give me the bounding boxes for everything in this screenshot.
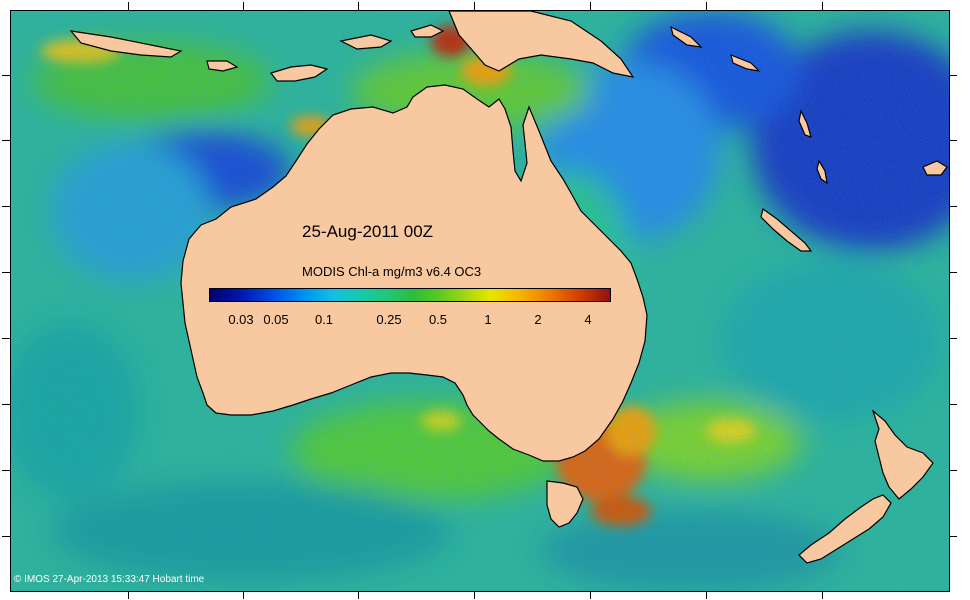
fiji-islands xyxy=(922,160,948,176)
frame-tick xyxy=(949,338,957,339)
colorbar-tick-label: 1 xyxy=(484,312,492,327)
timor-island xyxy=(270,64,329,82)
java-island xyxy=(69,30,183,58)
colorbar-tick-label: 0.05 xyxy=(263,312,289,327)
frame-tick xyxy=(949,536,957,537)
frame-tick xyxy=(949,404,957,405)
frame-tick xyxy=(949,206,957,207)
frame-tick xyxy=(128,591,129,599)
colorbar-tick-label: 4 xyxy=(584,312,592,327)
date-label: 25-Aug-2011 00Z xyxy=(302,222,434,241)
frame-tick xyxy=(243,591,244,599)
frame-tick xyxy=(590,591,591,599)
frame-tick xyxy=(128,2,129,10)
copyright-credit: © IMOS 27-Apr-2013 15:33:47 Hobart time xyxy=(14,574,205,585)
frame-tick xyxy=(590,2,591,10)
colorbar-tick-label: 0.03 xyxy=(228,312,254,327)
frame-tick xyxy=(706,591,707,599)
sumba-island xyxy=(206,60,239,72)
frame-tick xyxy=(2,338,10,339)
frame-tick xyxy=(2,536,10,537)
frame-tick xyxy=(949,75,957,76)
frame-tick xyxy=(949,272,957,273)
map-frame xyxy=(10,10,950,592)
frame-tick xyxy=(474,2,475,10)
frame-tick xyxy=(2,140,10,141)
frame-tick xyxy=(822,591,823,599)
frame-tick xyxy=(2,206,10,207)
new-guinea-landmass xyxy=(448,11,635,78)
colorbar xyxy=(209,288,611,302)
colorbar-tick-label: 2 xyxy=(534,312,542,327)
frame-tick xyxy=(2,470,10,471)
frame-tick xyxy=(2,404,10,405)
frame-tick xyxy=(949,140,957,141)
frame-tick xyxy=(2,75,10,76)
colorbar-tick-label: 0.5 xyxy=(428,312,448,327)
colorbar-tick-label: 0.1 xyxy=(314,312,334,327)
frame-tick xyxy=(474,591,475,599)
new-zealand-north-island xyxy=(871,409,934,500)
new-caledonia-island xyxy=(760,207,813,252)
colorbar-tick-label: 0.25 xyxy=(376,312,402,327)
frame-tick xyxy=(2,272,10,273)
frame-tick xyxy=(706,2,707,10)
australia-landmass xyxy=(180,84,648,462)
frame-tick xyxy=(243,2,244,10)
new-zealand-south-island xyxy=(798,494,892,564)
tasmania-landmass xyxy=(546,480,584,528)
chlorophyll-map xyxy=(11,11,949,591)
frame-tick xyxy=(949,470,957,471)
frame-tick xyxy=(358,591,359,599)
frame-tick xyxy=(358,2,359,10)
legend-title: MODIS Chl-a mg/m3 v6.4 OC3 xyxy=(302,264,482,279)
frame-tick xyxy=(822,2,823,10)
